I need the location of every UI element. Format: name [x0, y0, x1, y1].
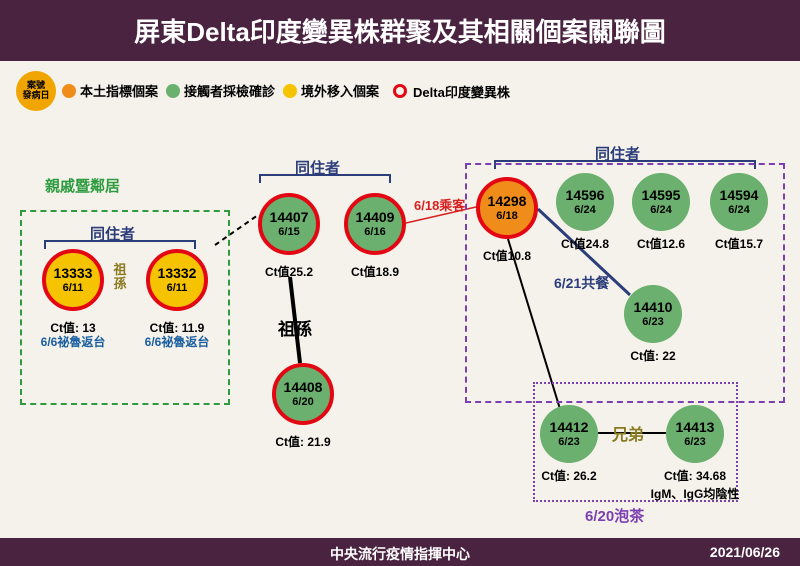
case-number: 13332	[158, 266, 197, 281]
footer-date: 2021/06/26	[710, 544, 780, 560]
page-title: 屏東Delta印度變異株群聚及其相關個案關聯圖	[0, 0, 800, 61]
case-node: 145956/24	[632, 173, 690, 231]
case-number: 14408	[284, 380, 323, 395]
case-number: 14410	[634, 300, 673, 315]
case-note: 6/6祕魯返台	[41, 333, 106, 350]
group-label: 6/20泡茶	[585, 505, 644, 526]
ct-value: Ct值: 21.9	[275, 433, 330, 450]
ct-value: Ct值: 34.68	[664, 467, 726, 484]
footer: 中央流行疫情指揮中心 2021/06/26	[0, 538, 800, 566]
case-number: 14407	[270, 210, 309, 225]
case-number: 14596	[566, 188, 605, 203]
group-label: 同住者	[90, 223, 135, 244]
relation-label: 6/18乘客	[414, 195, 465, 214]
case-date: 6/23	[684, 436, 705, 448]
footer-center: 中央流行疫情指揮中心	[330, 544, 470, 564]
case-date: 6/20	[292, 396, 313, 408]
case-number: 14594	[720, 188, 759, 203]
ct-value: Ct值10.8	[483, 247, 531, 264]
relation-label: 兄弟	[612, 421, 644, 445]
case-number: 14409	[356, 210, 395, 225]
ct-value: Ct值12.6	[637, 235, 685, 252]
case-node: 145966/24	[556, 173, 614, 231]
legend-dot-icon	[166, 84, 180, 98]
diagram-canvas: 親戚暨鄰居同住者同住者同住者6/20泡茶 133336/11Ct值: 136/6…	[0, 115, 800, 545]
legend-dot-icon	[283, 84, 297, 98]
legend-ring-text: Delta印度變異株	[413, 82, 510, 101]
case-node: 144096/16	[344, 193, 406, 255]
case-date: 6/11	[167, 282, 188, 294]
case-date: 6/23	[558, 436, 579, 448]
legend-item: 境外移入個案	[283, 81, 379, 100]
legend-item: 接觸者採檢確診	[166, 81, 275, 100]
ct-value: Ct值: 26.2	[541, 467, 596, 484]
case-node: 145946/24	[710, 173, 768, 231]
case-number: 14298	[488, 194, 527, 209]
case-number: 14413	[676, 420, 715, 435]
case-number: 14412	[550, 420, 589, 435]
group-label: 同住者	[295, 157, 340, 178]
case-date: 6/15	[278, 226, 299, 238]
legend-badge: 案號 發病日	[16, 71, 56, 111]
group-label: 同住者	[595, 143, 640, 164]
case-number: 13333	[54, 266, 93, 281]
relation-label: 祖孫	[278, 315, 312, 340]
ct-value: Ct值: 22	[630, 347, 675, 364]
case-node: 144126/23	[540, 405, 598, 463]
case-date: 6/18	[496, 210, 517, 222]
case-note: 6/6祕魯返台	[145, 333, 210, 350]
case-node: 144106/23	[624, 285, 682, 343]
ct-value: Ct值25.2	[265, 263, 313, 280]
case-date: 6/24	[728, 204, 749, 216]
ct-value: Ct值24.8	[561, 235, 609, 252]
group-label: 親戚暨鄰居	[45, 175, 120, 196]
case-date: 6/16	[364, 226, 385, 238]
case-node: 133326/11	[146, 249, 208, 311]
case-node: 144076/15	[258, 193, 320, 255]
case-node: 144136/23	[666, 405, 724, 463]
legend: 案號 發病日 本土指標個案接觸者採檢確診境外移入個案 Delta印度變異株	[0, 61, 800, 115]
case-node: 144086/20	[272, 363, 334, 425]
case-number: 14595	[642, 188, 681, 203]
relation-label: 祖孫	[112, 263, 128, 292]
case-note: IgM、IgG均陰性	[651, 485, 740, 502]
case-date: 6/23	[642, 316, 663, 328]
relation-label: 6/21共餐	[554, 273, 609, 293]
case-node: 142986/18	[476, 177, 538, 239]
case-date: 6/11	[63, 282, 84, 294]
case-date: 6/24	[650, 204, 671, 216]
legend-dot-icon	[62, 84, 76, 98]
legend-item: 本土指標個案	[62, 81, 158, 100]
ct-value: Ct值15.7	[715, 235, 763, 252]
legend-ring-icon	[393, 84, 407, 98]
case-date: 6/24	[574, 204, 595, 216]
case-node: 133336/11	[42, 249, 104, 311]
ct-value: Ct值18.9	[351, 263, 399, 280]
